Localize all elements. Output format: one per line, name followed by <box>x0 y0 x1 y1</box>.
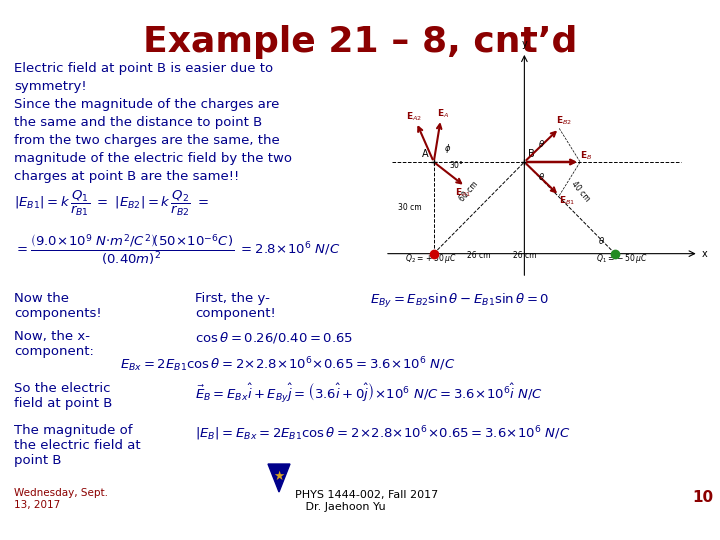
Text: $Q_2 = +50\,\mu C$: $Q_2 = +50\,\mu C$ <box>405 252 456 265</box>
Text: y: y <box>521 39 527 49</box>
Text: 40 cm: 40 cm <box>569 180 591 204</box>
Polygon shape <box>268 464 290 492</box>
Text: Wednesday, Sept.
13, 2017: Wednesday, Sept. 13, 2017 <box>14 488 108 510</box>
Text: B: B <box>528 150 535 159</box>
Text: The magnitude of
the electric field at
point B: The magnitude of the electric field at p… <box>14 424 140 467</box>
Text: $\mathbf{E}_{B2}$: $\mathbf{E}_{B2}$ <box>556 115 572 127</box>
Text: $\mathbf{E}_{A1}$: $\mathbf{E}_{A1}$ <box>454 187 471 199</box>
Text: 26 cm: 26 cm <box>513 251 536 260</box>
Text: $\theta$: $\theta$ <box>539 171 545 183</box>
Text: $\cos\theta = 0.26/0.40 = 0.65$: $\cos\theta = 0.26/0.40 = 0.65$ <box>195 330 354 345</box>
Text: charges at point B are the same!!: charges at point B are the same!! <box>14 170 239 183</box>
Text: magnitude of the electric field by the two: magnitude of the electric field by the t… <box>14 152 292 165</box>
Text: $\mathbf{E}_B$: $\mathbf{E}_B$ <box>580 150 593 163</box>
Text: x: x <box>702 248 708 259</box>
Text: ★: ★ <box>274 469 284 483</box>
Text: the same and the distance to point B: the same and the distance to point B <box>14 116 262 129</box>
Text: 26 cm: 26 cm <box>467 251 491 260</box>
Text: $E_{Bx} = 2E_{B1}\cos\theta = 2\!\times\!2.8\!\times\!10^6\!\times\!0.65 = 3.6\!: $E_{Bx} = 2E_{B1}\cos\theta = 2\!\times\… <box>120 355 455 374</box>
Text: 30 cm: 30 cm <box>398 204 422 212</box>
Text: $\theta$: $\theta$ <box>539 138 545 148</box>
Text: $|E_{B1}| = k\,\dfrac{Q_1}{r_{B1}}\ =\ |E_{B2}| = k\,\dfrac{Q_2}{r_{B2}}\ =$: $|E_{B1}| = k\,\dfrac{Q_1}{r_{B1}}\ =\ |… <box>14 189 209 218</box>
Text: $=\dfrac{\left(9.0\!\times\!10^9\ N{\cdot}m^2/C^2\right)\!\left(50\!\times\!10^{: $=\dfrac{\left(9.0\!\times\!10^9\ N{\cdo… <box>14 232 341 267</box>
Text: $\mathbf{E}_{A2}$: $\mathbf{E}_{A2}$ <box>406 110 422 123</box>
Text: $\mathbf{E}_A$: $\mathbf{E}_A$ <box>437 107 449 120</box>
Text: $\mathbf{E}_{B1}$: $\mathbf{E}_{B1}$ <box>559 194 575 207</box>
Text: Now the
components!: Now the components! <box>14 292 102 320</box>
Text: $E_{By} = E_{B2}\sin\theta - E_{B1}\sin\theta = 0$: $E_{By} = E_{B2}\sin\theta - E_{B1}\sin\… <box>370 292 549 310</box>
Text: $|E_B| = E_{Bx} = 2E_{B1}\cos\theta = 2\!\times\!2.8\!\times\!10^6\!\times\!0.65: $|E_B| = E_{Bx} = 2E_{B1}\cos\theta = 2\… <box>195 424 570 443</box>
Text: symmetry!: symmetry! <box>14 80 86 93</box>
Text: Now, the x-
component:: Now, the x- component: <box>14 330 94 358</box>
Text: $\phi$: $\phi$ <box>444 143 451 156</box>
Text: $\vec{E}_B = E_{Bx}\hat{i} + E_{By}\hat{j} = \left(3.6\hat{i}+0\hat{j}\right)\!\: $\vec{E}_B = E_{Bx}\hat{i} + E_{By}\hat{… <box>195 382 543 405</box>
Text: Since the magnitude of the charges are: Since the magnitude of the charges are <box>14 98 279 111</box>
Text: A: A <box>422 150 428 159</box>
Text: PHYS 1444-002, Fall 2017
   Dr. Jaehoon Yu: PHYS 1444-002, Fall 2017 Dr. Jaehoon Yu <box>295 490 438 511</box>
Text: Electric field at point B is easier due to: Electric field at point B is easier due … <box>14 62 273 75</box>
Text: from the two charges are the same, the: from the two charges are the same, the <box>14 134 280 147</box>
Text: $30°$: $30°$ <box>449 159 464 170</box>
Text: Example 21 – 8, cnt’d: Example 21 – 8, cnt’d <box>143 25 577 59</box>
Text: $Q_1 = -50\,\mu C$: $Q_1 = -50\,\mu C$ <box>596 252 648 265</box>
Text: First, the y-
component!: First, the y- component! <box>195 292 276 320</box>
Text: 10: 10 <box>692 490 713 505</box>
Text: 60 cm: 60 cm <box>457 180 480 204</box>
Text: So the electric
field at point B: So the electric field at point B <box>14 382 112 410</box>
Text: $\theta$: $\theta$ <box>598 235 605 246</box>
